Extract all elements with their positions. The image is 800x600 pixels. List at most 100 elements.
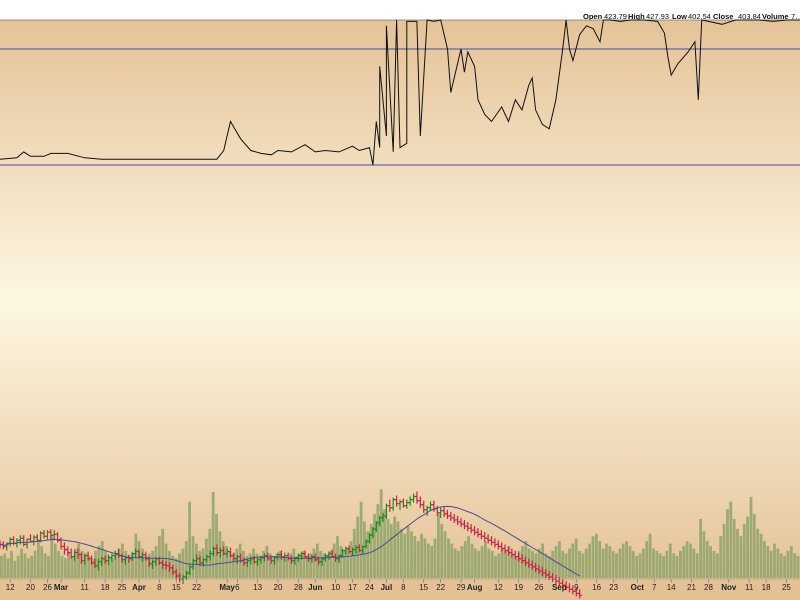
volume-bar (635, 555, 639, 578)
volume-bar (591, 536, 595, 578)
volume-bar (289, 553, 292, 578)
volume-bar (746, 516, 749, 578)
volume-bar (773, 543, 776, 578)
x-tick-label: 20 (274, 583, 283, 592)
volume-bar (739, 536, 743, 578)
volume-bar (679, 550, 682, 578)
x-tick-label: 16 (592, 583, 601, 592)
volume-bar (702, 531, 706, 578)
volume-bar (352, 528, 356, 578)
x-tick-label: 11 (745, 583, 754, 592)
volume-bar (114, 553, 118, 578)
x-tick-label: Sep (552, 583, 567, 592)
volume-bar (500, 548, 504, 578)
volume-bar (248, 553, 252, 578)
volume-bar (507, 546, 511, 578)
volume-bar (396, 521, 400, 578)
x-tick-label: May (219, 583, 235, 592)
x-tick-label: 22 (436, 583, 445, 592)
volume-bar (719, 536, 723, 578)
volume-bar (699, 519, 702, 578)
volume-bar (221, 541, 225, 578)
volume-bar (568, 548, 571, 578)
volume-bar (90, 558, 94, 578)
volume-bar (615, 553, 618, 578)
x-tick-label: 6 (235, 583, 240, 592)
volume-bar (467, 536, 470, 578)
volume-bar (621, 543, 625, 578)
volume-bar (242, 550, 245, 578)
volume-bar (16, 555, 20, 578)
x-tick-label: 18 (101, 583, 110, 592)
low-value: 402.54 (688, 12, 711, 21)
volume-bar (726, 509, 729, 578)
volume-bar (426, 543, 430, 578)
volume-bar (752, 514, 756, 578)
volume-bar (484, 541, 487, 578)
x-tick-label: 14 (667, 583, 676, 592)
volume-bar (275, 553, 279, 578)
volume-bar (712, 550, 716, 578)
volume-bar (460, 546, 464, 578)
x-tick-label: Aug (467, 583, 483, 592)
volume-bar (326, 555, 329, 578)
volume-bar (312, 548, 316, 578)
volume-bar (514, 555, 518, 578)
header-strip (0, 0, 800, 20)
volume-label: Volume (762, 12, 789, 21)
volume-bar (722, 523, 726, 578)
volume-bar (598, 541, 602, 578)
volume-bar (245, 555, 249, 578)
volume-bar (675, 555, 679, 578)
volume-bar (608, 546, 612, 578)
volume-bar (285, 558, 289, 578)
volume-bar (369, 523, 373, 578)
volume-bar (73, 548, 77, 578)
volume-bar (453, 548, 457, 578)
volume-bar (77, 543, 81, 578)
low-label: Low (672, 12, 687, 21)
volume-bar (20, 548, 23, 578)
volume-bar (104, 550, 107, 578)
volume-bar (510, 553, 514, 578)
volume-bar (406, 526, 410, 578)
volume-bar (638, 553, 642, 578)
volume-bar (332, 543, 336, 578)
volume-bar (658, 553, 662, 578)
volume-bar (87, 555, 91, 578)
x-tick-label: 20 (26, 583, 35, 592)
x-tick-label: Jul (381, 583, 393, 592)
volume-bar (416, 541, 420, 578)
volume-bar (470, 543, 474, 578)
volume-bar (783, 555, 786, 578)
indicator-line (0, 19, 800, 166)
volume-bar (53, 543, 57, 578)
volume-bar (316, 543, 319, 578)
volume-bar (631, 550, 635, 578)
volume-bar (742, 523, 746, 578)
volume-bar (732, 519, 736, 578)
volume-bar (695, 553, 699, 578)
volume-bar (588, 543, 591, 578)
volume-bar (225, 546, 228, 578)
volume-bar (329, 550, 333, 578)
volume-bar (363, 521, 366, 578)
x-tick-label: 17 (348, 583, 357, 592)
volume-bar (84, 553, 87, 578)
volume-bar (662, 555, 665, 578)
volume-bar (551, 550, 555, 578)
volume-bar (447, 538, 450, 578)
volume-bar (611, 550, 615, 578)
volume-bar (292, 548, 296, 578)
close-label: Close (713, 12, 733, 21)
x-tick-label: 26 (43, 583, 52, 592)
volume-bar (346, 548, 349, 578)
volume-bar (759, 533, 763, 578)
volume-bar (305, 555, 309, 578)
volume-bar (709, 546, 712, 578)
volume-bar (625, 541, 628, 578)
x-tick-label: 15 (172, 583, 181, 592)
volume-bar (494, 555, 497, 578)
volume-bar (389, 523, 393, 578)
volume-bar (584, 548, 588, 578)
